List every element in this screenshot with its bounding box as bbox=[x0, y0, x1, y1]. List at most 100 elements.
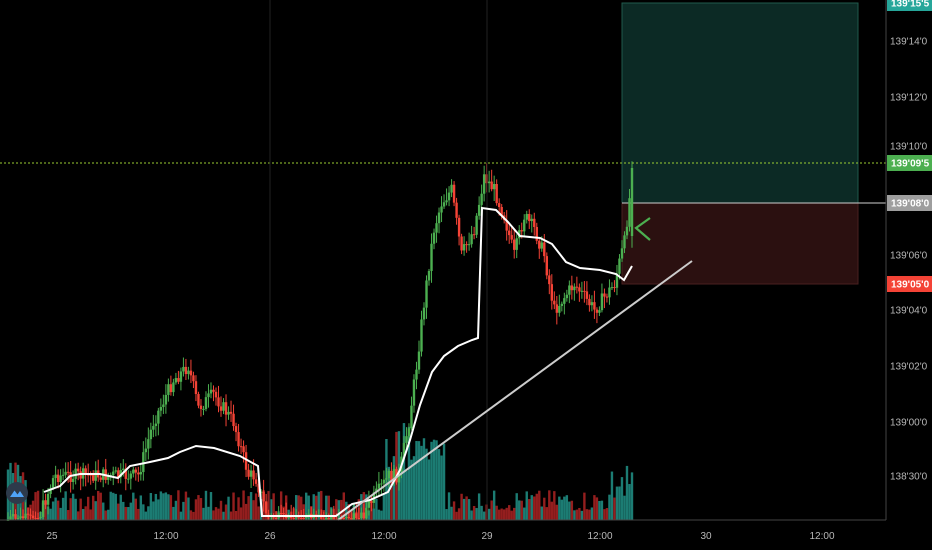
volume-bar bbox=[465, 496, 468, 520]
volume-bar bbox=[482, 511, 486, 520]
candle-body bbox=[264, 501, 268, 514]
candle-body bbox=[325, 518, 328, 520]
time-axis-label: 29 bbox=[481, 531, 493, 542]
candle-body bbox=[282, 513, 285, 515]
candle-body bbox=[535, 226, 538, 241]
candle-body bbox=[172, 382, 175, 393]
candle-body bbox=[417, 351, 421, 370]
volume-bar bbox=[69, 498, 72, 520]
volume-bar bbox=[502, 509, 506, 520]
candle-body bbox=[548, 275, 551, 285]
candle-body bbox=[149, 429, 153, 440]
volume-bar bbox=[360, 494, 363, 520]
volume-bar bbox=[417, 441, 421, 520]
volume-bar bbox=[209, 492, 213, 520]
candle-body bbox=[505, 220, 508, 231]
candle-body bbox=[157, 410, 160, 424]
candle-body bbox=[550, 284, 554, 301]
candle-body bbox=[477, 204, 481, 216]
price-axis[interactable]: 139'14'0 139'12'0 139'10'0 139'06'0 139'04'0… bbox=[890, 37, 928, 483]
candle-body bbox=[167, 384, 170, 395]
volume-bar bbox=[36, 490, 40, 520]
candle-body bbox=[628, 198, 631, 227]
volume-bar bbox=[92, 495, 95, 520]
candle-body bbox=[249, 470, 253, 477]
candle-body bbox=[119, 470, 122, 478]
candle-body bbox=[540, 242, 543, 249]
candle-body bbox=[605, 296, 609, 298]
candle-body bbox=[447, 192, 451, 201]
candle-body bbox=[630, 168, 634, 236]
volume-bar bbox=[442, 443, 446, 520]
candle-body bbox=[520, 230, 523, 232]
volume-bar bbox=[410, 459, 413, 520]
candle-body bbox=[229, 411, 233, 414]
position-tool[interactable] bbox=[621, 2, 886, 285]
candle-body bbox=[305, 516, 308, 518]
volume-bar bbox=[325, 495, 328, 520]
candle-body bbox=[237, 432, 240, 447]
candle-body bbox=[99, 477, 102, 480]
candle-body bbox=[588, 298, 591, 306]
candle-body bbox=[375, 488, 378, 493]
volume-bar bbox=[124, 506, 127, 520]
volume-bar bbox=[320, 490, 323, 520]
candle-body bbox=[392, 468, 396, 481]
tradingview-logo-icon[interactable] bbox=[6, 482, 28, 504]
candle-body bbox=[495, 184, 498, 204]
volume-bar bbox=[490, 500, 493, 520]
volume-bar bbox=[152, 501, 155, 520]
price-axis-label: 139'12'0 bbox=[890, 93, 928, 104]
volume-bar bbox=[580, 510, 584, 520]
candle-body bbox=[610, 287, 614, 289]
volume-bar bbox=[470, 510, 473, 520]
volume-bar bbox=[623, 495, 626, 520]
candle-body bbox=[274, 518, 278, 519]
time-axis-label: 26 bbox=[264, 531, 276, 542]
candle-body bbox=[475, 215, 478, 235]
candle-body bbox=[31, 515, 35, 518]
price-tag: 139'15'5 bbox=[887, 0, 932, 11]
candle-body bbox=[154, 423, 158, 427]
volume-bar bbox=[513, 507, 516, 520]
candle-body bbox=[583, 290, 586, 292]
candle-body bbox=[487, 181, 491, 184]
volume-bar bbox=[437, 449, 441, 520]
price-axis-label: 139'10'0 bbox=[890, 142, 928, 153]
time-axis[interactable]: 25 12:00 26 12:00 29 12:00 30 12:00 bbox=[46, 531, 835, 542]
vwap-line bbox=[43, 206, 633, 517]
candle-body bbox=[492, 184, 496, 190]
volume-bar bbox=[568, 501, 571, 520]
candle-body bbox=[590, 302, 594, 306]
candle-body bbox=[603, 293, 606, 297]
candle-body bbox=[623, 235, 626, 249]
volume-bar bbox=[573, 510, 576, 520]
candle-body bbox=[66, 471, 70, 473]
volume-bar bbox=[477, 493, 481, 520]
candle-body bbox=[397, 471, 401, 483]
candle-body bbox=[279, 513, 283, 515]
volume-bar bbox=[625, 465, 629, 520]
candle-body bbox=[117, 470, 120, 478]
volume-bar bbox=[340, 499, 343, 520]
candle-body bbox=[269, 517, 273, 520]
candle-body bbox=[169, 384, 173, 393]
candle-body bbox=[89, 474, 92, 476]
candle-body bbox=[367, 500, 371, 508]
trendline bbox=[337, 260, 693, 521]
candle-body bbox=[490, 181, 493, 190]
price-tag-label: 139'05'0 bbox=[891, 280, 930, 291]
volume-bar bbox=[342, 492, 346, 520]
volume-bar bbox=[269, 499, 273, 520]
candle-body bbox=[377, 483, 381, 489]
candle-body bbox=[217, 397, 220, 407]
candle-body bbox=[598, 310, 601, 313]
candle-body bbox=[21, 516, 25, 518]
candle-body bbox=[405, 436, 408, 443]
volume-bar bbox=[422, 438, 426, 520]
volume-bar bbox=[492, 490, 496, 520]
volume-bar bbox=[54, 497, 57, 520]
candle-body bbox=[162, 404, 165, 408]
candle-body bbox=[387, 470, 391, 479]
